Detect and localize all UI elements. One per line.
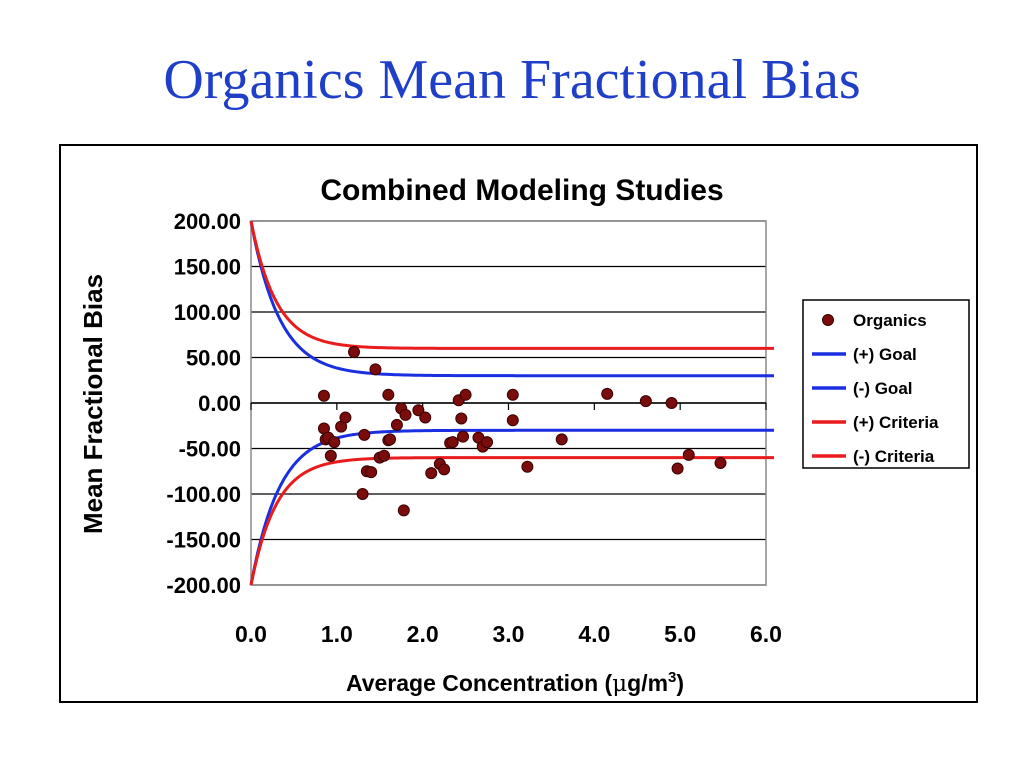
data-point (425, 467, 438, 480)
data-point (639, 395, 652, 408)
y-tick-label: -50.00 (179, 437, 241, 462)
x-axis-label-suffix: ) (676, 670, 684, 696)
x-tick-label: 2.0 (407, 621, 439, 647)
x-tick-label: 0.0 (235, 621, 267, 647)
x-axis-label-mu: μ (612, 671, 627, 697)
legend-label: Organics (853, 311, 927, 330)
y-tick-label: -150.00 (166, 528, 241, 553)
data-point (555, 433, 568, 446)
chart-svg: Combined Modeling Studies Mean Fractiona… (78, 174, 970, 697)
y-tick-label: 0.00 (198, 391, 241, 416)
data-point (384, 433, 397, 446)
data-point (601, 387, 614, 400)
series-line (249, 220, 774, 350)
y-tick-label: 100.00 (174, 300, 241, 325)
x-axis-label: Average Concentration (μg/m3) (346, 669, 684, 697)
data-point (412, 404, 425, 417)
x-axis-label-middle: g/m (627, 670, 668, 696)
y-axis-label: Mean Fractional Bias (78, 274, 108, 534)
data-point (399, 408, 412, 421)
legend-label: (-) Criteria (853, 447, 935, 466)
legend: Organics (+) Goal (-) Goal (+) Criteria (-) … (802, 299, 970, 469)
data-point (459, 388, 472, 401)
data-point (682, 448, 695, 461)
data-point (455, 412, 468, 425)
data-point (446, 436, 459, 449)
data-point (390, 418, 403, 431)
data-point (506, 388, 519, 401)
chart-frame: Combined Modeling Studies Mean Fractiona… (59, 144, 978, 703)
x-tick-label: 1.0 (321, 621, 353, 647)
data-point (328, 436, 341, 449)
x-axis-label-superscript: 3 (668, 669, 676, 686)
legend-label: (-) Goal (853, 379, 913, 398)
legend-marker (822, 314, 834, 326)
data-point (671, 462, 684, 475)
y-tick-label: 50.00 (186, 346, 241, 371)
data-point (339, 411, 352, 424)
data-point (665, 397, 678, 409)
x-tick-label: 4.0 (578, 621, 610, 647)
data-point (378, 449, 391, 462)
y-tick-label: 200.00 (174, 209, 241, 234)
chart-title: Combined Modeling Studies (320, 174, 723, 207)
y-tick-label: -200.00 (166, 573, 241, 598)
x-tick-label: 3.0 (493, 621, 525, 647)
data-point (457, 430, 470, 443)
data-point (358, 428, 371, 441)
data-point (365, 466, 378, 479)
data-point (324, 449, 337, 462)
x-tick-label: 6.0 (750, 621, 782, 647)
y-tick-label: 150.00 (174, 255, 241, 280)
legend-label: (+) Criteria (853, 413, 939, 432)
data-point (382, 388, 395, 401)
legend-box (802, 299, 970, 469)
x-axis-label-prefix: Average Concentration ( (346, 670, 613, 696)
series-line (249, 456, 774, 586)
data-point (317, 389, 330, 402)
data-point (397, 504, 410, 517)
data-point (438, 463, 451, 476)
data-point (369, 363, 382, 376)
data-point (506, 414, 519, 427)
data-point (521, 460, 534, 473)
slide-title: Organics Mean Fractional Bias (163, 49, 861, 111)
legend-label: (+) Goal (853, 345, 917, 364)
data-point (356, 488, 369, 500)
data-point (714, 457, 727, 470)
data-point (481, 436, 494, 449)
plot-area: 200.00 150.00 100.00 50.00 0.00 -50.00 -100.00… (166, 209, 782, 647)
y-tick-label: -100.00 (166, 482, 241, 507)
data-point (348, 346, 360, 359)
series-line (249, 220, 774, 378)
x-tick-label: 5.0 (664, 621, 696, 647)
data-point (419, 411, 432, 424)
